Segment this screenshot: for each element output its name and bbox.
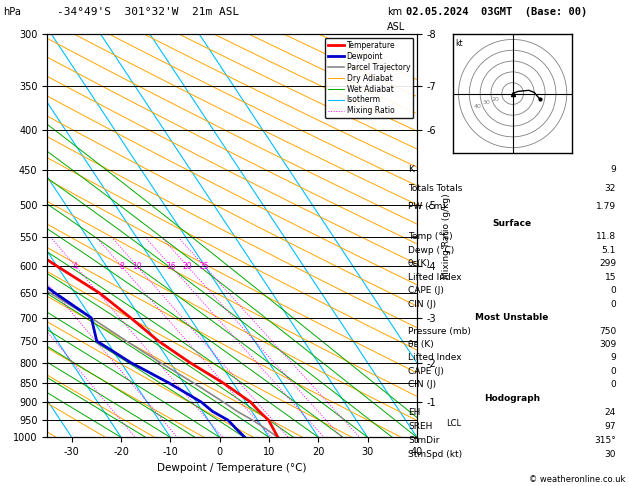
Text: 1.79: 1.79 xyxy=(596,203,616,211)
Text: 9: 9 xyxy=(610,165,616,174)
Text: Lifted Index: Lifted Index xyxy=(408,353,462,363)
Text: 11.8: 11.8 xyxy=(596,232,616,241)
Text: θᴇ (K): θᴇ (K) xyxy=(408,340,433,349)
Text: 02.05.2024  03GMT  (Base: 00): 02.05.2024 03GMT (Base: 00) xyxy=(406,7,587,17)
Text: -34°49'S  301°32'W  21m ASL: -34°49'S 301°32'W 21m ASL xyxy=(57,7,239,17)
Text: 4: 4 xyxy=(73,262,78,271)
Text: LCL: LCL xyxy=(447,419,462,428)
Text: PW (cm): PW (cm) xyxy=(408,203,446,211)
Text: kt: kt xyxy=(455,39,463,49)
Text: 20: 20 xyxy=(491,97,499,103)
Text: 97: 97 xyxy=(604,422,616,431)
Text: 30: 30 xyxy=(483,101,491,105)
Legend: Temperature, Dewpoint, Parcel Trajectory, Dry Adiabat, Wet Adiabat, Isotherm, Mi: Temperature, Dewpoint, Parcel Trajectory… xyxy=(325,38,413,119)
Text: 8: 8 xyxy=(120,262,124,271)
Text: StmDir: StmDir xyxy=(408,436,439,445)
Text: SREH: SREH xyxy=(408,422,432,431)
Y-axis label: Mixing Ratio (g/kg): Mixing Ratio (g/kg) xyxy=(442,193,451,278)
Text: 30: 30 xyxy=(604,450,616,459)
Text: Totals Totals: Totals Totals xyxy=(408,184,462,193)
Text: Most Unstable: Most Unstable xyxy=(476,313,548,322)
Text: CIN (J): CIN (J) xyxy=(408,300,436,309)
Text: km: km xyxy=(387,7,402,17)
Text: 24: 24 xyxy=(605,408,616,417)
Text: 25: 25 xyxy=(199,262,209,271)
Text: θᴇ(K): θᴇ(K) xyxy=(408,259,431,268)
Text: 20: 20 xyxy=(182,262,192,271)
Text: ASL: ASL xyxy=(387,22,405,32)
Text: 16: 16 xyxy=(166,262,175,271)
Text: © weatheronline.co.uk: © weatheronline.co.uk xyxy=(530,474,626,484)
Text: 0: 0 xyxy=(610,286,616,295)
Text: 750: 750 xyxy=(599,327,616,336)
Text: Pressure (mb): Pressure (mb) xyxy=(408,327,471,336)
Text: 299: 299 xyxy=(599,259,616,268)
Text: Temp (°C): Temp (°C) xyxy=(408,232,453,241)
Text: EH: EH xyxy=(408,408,420,417)
Text: 309: 309 xyxy=(599,340,616,349)
Text: 0: 0 xyxy=(610,380,616,389)
Text: 0: 0 xyxy=(610,300,616,309)
Text: Surface: Surface xyxy=(493,219,532,227)
X-axis label: Dewpoint / Temperature (°C): Dewpoint / Temperature (°C) xyxy=(157,463,307,473)
Text: 5.1: 5.1 xyxy=(602,245,616,255)
Text: K: K xyxy=(408,165,414,174)
Text: Lifted Index: Lifted Index xyxy=(408,273,462,282)
Text: CIN (J): CIN (J) xyxy=(408,380,436,389)
Text: 9: 9 xyxy=(610,353,616,363)
Text: hPa: hPa xyxy=(3,7,21,17)
Text: 40: 40 xyxy=(474,104,482,109)
Text: CAPE (J): CAPE (J) xyxy=(408,286,444,295)
Text: Dewp (°C): Dewp (°C) xyxy=(408,245,454,255)
Text: StmSpd (kt): StmSpd (kt) xyxy=(408,450,462,459)
Text: 10: 10 xyxy=(132,262,142,271)
Text: 0: 0 xyxy=(610,366,616,376)
Text: CAPE (J): CAPE (J) xyxy=(408,366,444,376)
Text: 315°: 315° xyxy=(594,436,616,445)
Text: 15: 15 xyxy=(604,273,616,282)
Text: Hodograph: Hodograph xyxy=(484,394,540,403)
Text: 32: 32 xyxy=(604,184,616,193)
